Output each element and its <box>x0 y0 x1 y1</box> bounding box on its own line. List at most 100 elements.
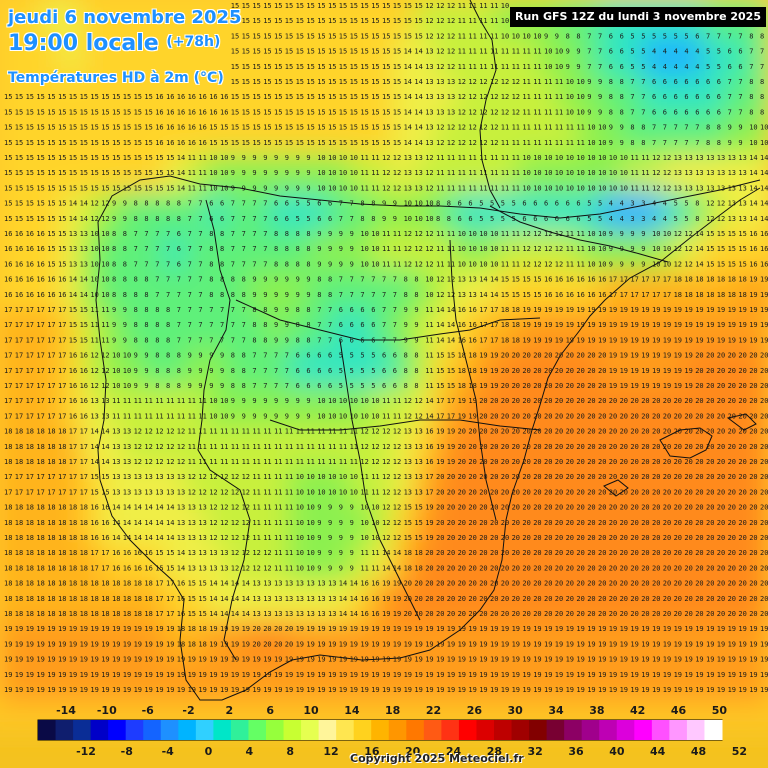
field-cell <box>0 75 23 119</box>
legend-swatch <box>353 720 372 740</box>
grid-value: 12 <box>263 549 271 557</box>
grid-value: 9 <box>274 397 278 405</box>
field-cell <box>703 36 729 80</box>
grid-value: 19 <box>566 625 574 633</box>
grid-value: 20 <box>566 352 574 360</box>
grid-value: 20 <box>587 519 595 527</box>
grid-value: 6 <box>728 63 732 71</box>
grid-value: 19 <box>425 671 433 679</box>
grid-value: 10 <box>479 260 487 268</box>
grid-value: 9 <box>231 154 235 162</box>
grid-value: 18 <box>80 580 88 588</box>
grid-value: 10 <box>468 245 476 253</box>
grid-value: 14 <box>479 276 487 284</box>
grid-value: 13 <box>306 610 314 618</box>
grid-value: 17 <box>26 367 34 375</box>
grid-value: 9 <box>317 519 321 527</box>
grid-value: 19 <box>749 306 757 314</box>
grid-value: 20 <box>663 610 671 618</box>
grid-value: 7 <box>188 215 192 223</box>
grid-value: 15 <box>263 124 271 132</box>
grid-value: 20 <box>749 443 757 451</box>
grid-value: 6 <box>317 200 321 208</box>
grid-value: 19 <box>587 686 595 694</box>
grid-value: 14 <box>123 504 131 512</box>
grid-value: 10 <box>749 139 757 147</box>
grid-value: 7 <box>339 200 343 208</box>
grid-value: 18 <box>36 549 44 557</box>
grid-value: 20 <box>587 382 595 390</box>
grid-value: 9 <box>296 276 300 284</box>
grid-value: 18 <box>58 595 66 603</box>
grid-value: 8 <box>242 382 246 390</box>
grid-value: 7 <box>242 230 246 238</box>
grid-value: 10 <box>350 488 358 496</box>
grid-value: 20 <box>620 473 628 481</box>
grid-value: 20 <box>501 595 509 603</box>
grid-value: 20 <box>609 488 617 496</box>
grid-value: 8 <box>641 124 645 132</box>
field-cell <box>39 36 65 80</box>
grid-value: 20 <box>760 397 768 405</box>
grid-value: 16 <box>468 306 476 314</box>
grid-value: 19 <box>760 671 768 679</box>
grid-value: 5 <box>479 200 483 208</box>
grid-value: 19 <box>134 640 142 648</box>
grid-value: 16 <box>760 260 768 268</box>
grid-value: 11 <box>112 412 120 420</box>
grid-value: 18 <box>4 595 12 603</box>
grid-value: 15 <box>274 93 282 101</box>
grid-value: 9 <box>317 564 321 572</box>
grid-value: 15 <box>166 564 174 572</box>
grid-value: 8 <box>760 32 764 40</box>
grid-value: 9 <box>620 230 624 238</box>
grid-value: 11 <box>220 428 228 436</box>
grid-value: 20 <box>728 382 736 390</box>
grid-value: 16 <box>69 367 77 375</box>
grid-value: 12 <box>490 139 498 147</box>
grid-value: 19 <box>555 625 563 633</box>
grid-value: 15 <box>285 93 293 101</box>
grid-value: 20 <box>458 610 466 618</box>
grid-value: 10 <box>425 291 433 299</box>
grid-value: 14 <box>177 184 185 192</box>
grid-value: 15 <box>220 139 228 147</box>
grid-value: 6 <box>458 215 462 223</box>
grid-value: 13 <box>112 458 120 466</box>
grid-value: 17 <box>47 382 55 390</box>
grid-value: 5 <box>501 200 505 208</box>
grid-value: 19 <box>58 686 66 694</box>
grid-value: 9 <box>728 124 732 132</box>
grid-value: 20 <box>544 412 552 420</box>
grid-value: 16 <box>425 443 433 451</box>
grid-value: 20 <box>274 625 282 633</box>
grid-value: 10 <box>209 412 217 420</box>
grid-value: 9 <box>198 367 202 375</box>
grid-value: 11 <box>263 443 271 451</box>
grid-value: 20 <box>695 397 703 405</box>
grid-value: 15 <box>112 93 120 101</box>
grid-value: 15 <box>393 2 401 10</box>
grid-value: 19 <box>231 686 239 694</box>
grid-value: 12 <box>90 200 98 208</box>
grid-value: 19 <box>544 686 552 694</box>
grid-value: 12 <box>382 154 390 162</box>
grid-value: 12 <box>425 17 433 25</box>
grid-value: 20 <box>760 564 768 572</box>
grid-value: 20 <box>620 564 628 572</box>
grid-value: 15 <box>522 291 530 299</box>
grid-value: 11 <box>285 488 293 496</box>
grid-value: 8 <box>285 230 289 238</box>
grid-value: 14 <box>382 564 390 572</box>
grid-value: 11 <box>252 504 260 512</box>
grid-value: 17 <box>26 336 34 344</box>
grid-value: 10 <box>209 154 217 162</box>
grid-value: 19 <box>620 671 628 679</box>
grid-value: 19 <box>576 625 584 633</box>
grid-value: 19 <box>598 625 606 633</box>
grid-value: 17 <box>4 352 12 360</box>
grid-value: 9 <box>198 382 202 390</box>
grid-value: 13 <box>198 564 206 572</box>
grid-value: 15 <box>263 93 271 101</box>
